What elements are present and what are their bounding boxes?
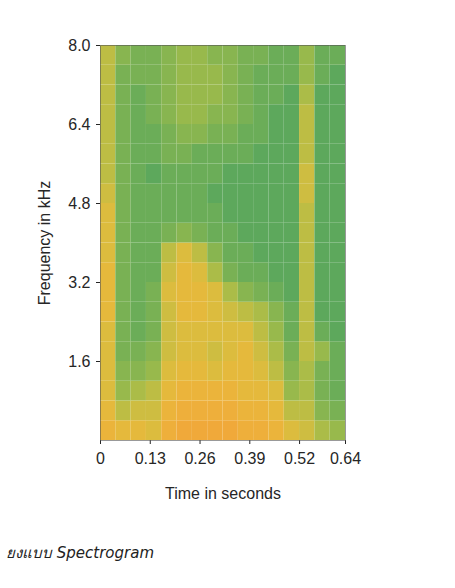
svg-text:0.64: 0.64 — [330, 450, 361, 467]
svg-text:1.6: 1.6 — [68, 353, 90, 370]
svg-text:Frequency in kHz: Frequency in kHz — [36, 181, 53, 306]
svg-text:6.4: 6.4 — [68, 116, 90, 133]
svg-text:8.0: 8.0 — [68, 37, 90, 54]
html-text:ยงแบบ Spectrogram: ยงแบบ Spectrogram — [6, 544, 154, 562]
svg-text:0.13: 0.13 — [135, 450, 166, 467]
svg-text:3.2: 3.2 — [68, 274, 90, 291]
svg-text:0.26: 0.26 — [184, 450, 215, 467]
svg-text:0: 0 — [96, 450, 105, 467]
svg-text:0.39: 0.39 — [234, 450, 265, 467]
svg-text:0.52: 0.52 — [284, 450, 315, 467]
svg-text:4.8: 4.8 — [68, 195, 90, 212]
svg-text:Time in seconds: Time in seconds — [165, 485, 281, 502]
